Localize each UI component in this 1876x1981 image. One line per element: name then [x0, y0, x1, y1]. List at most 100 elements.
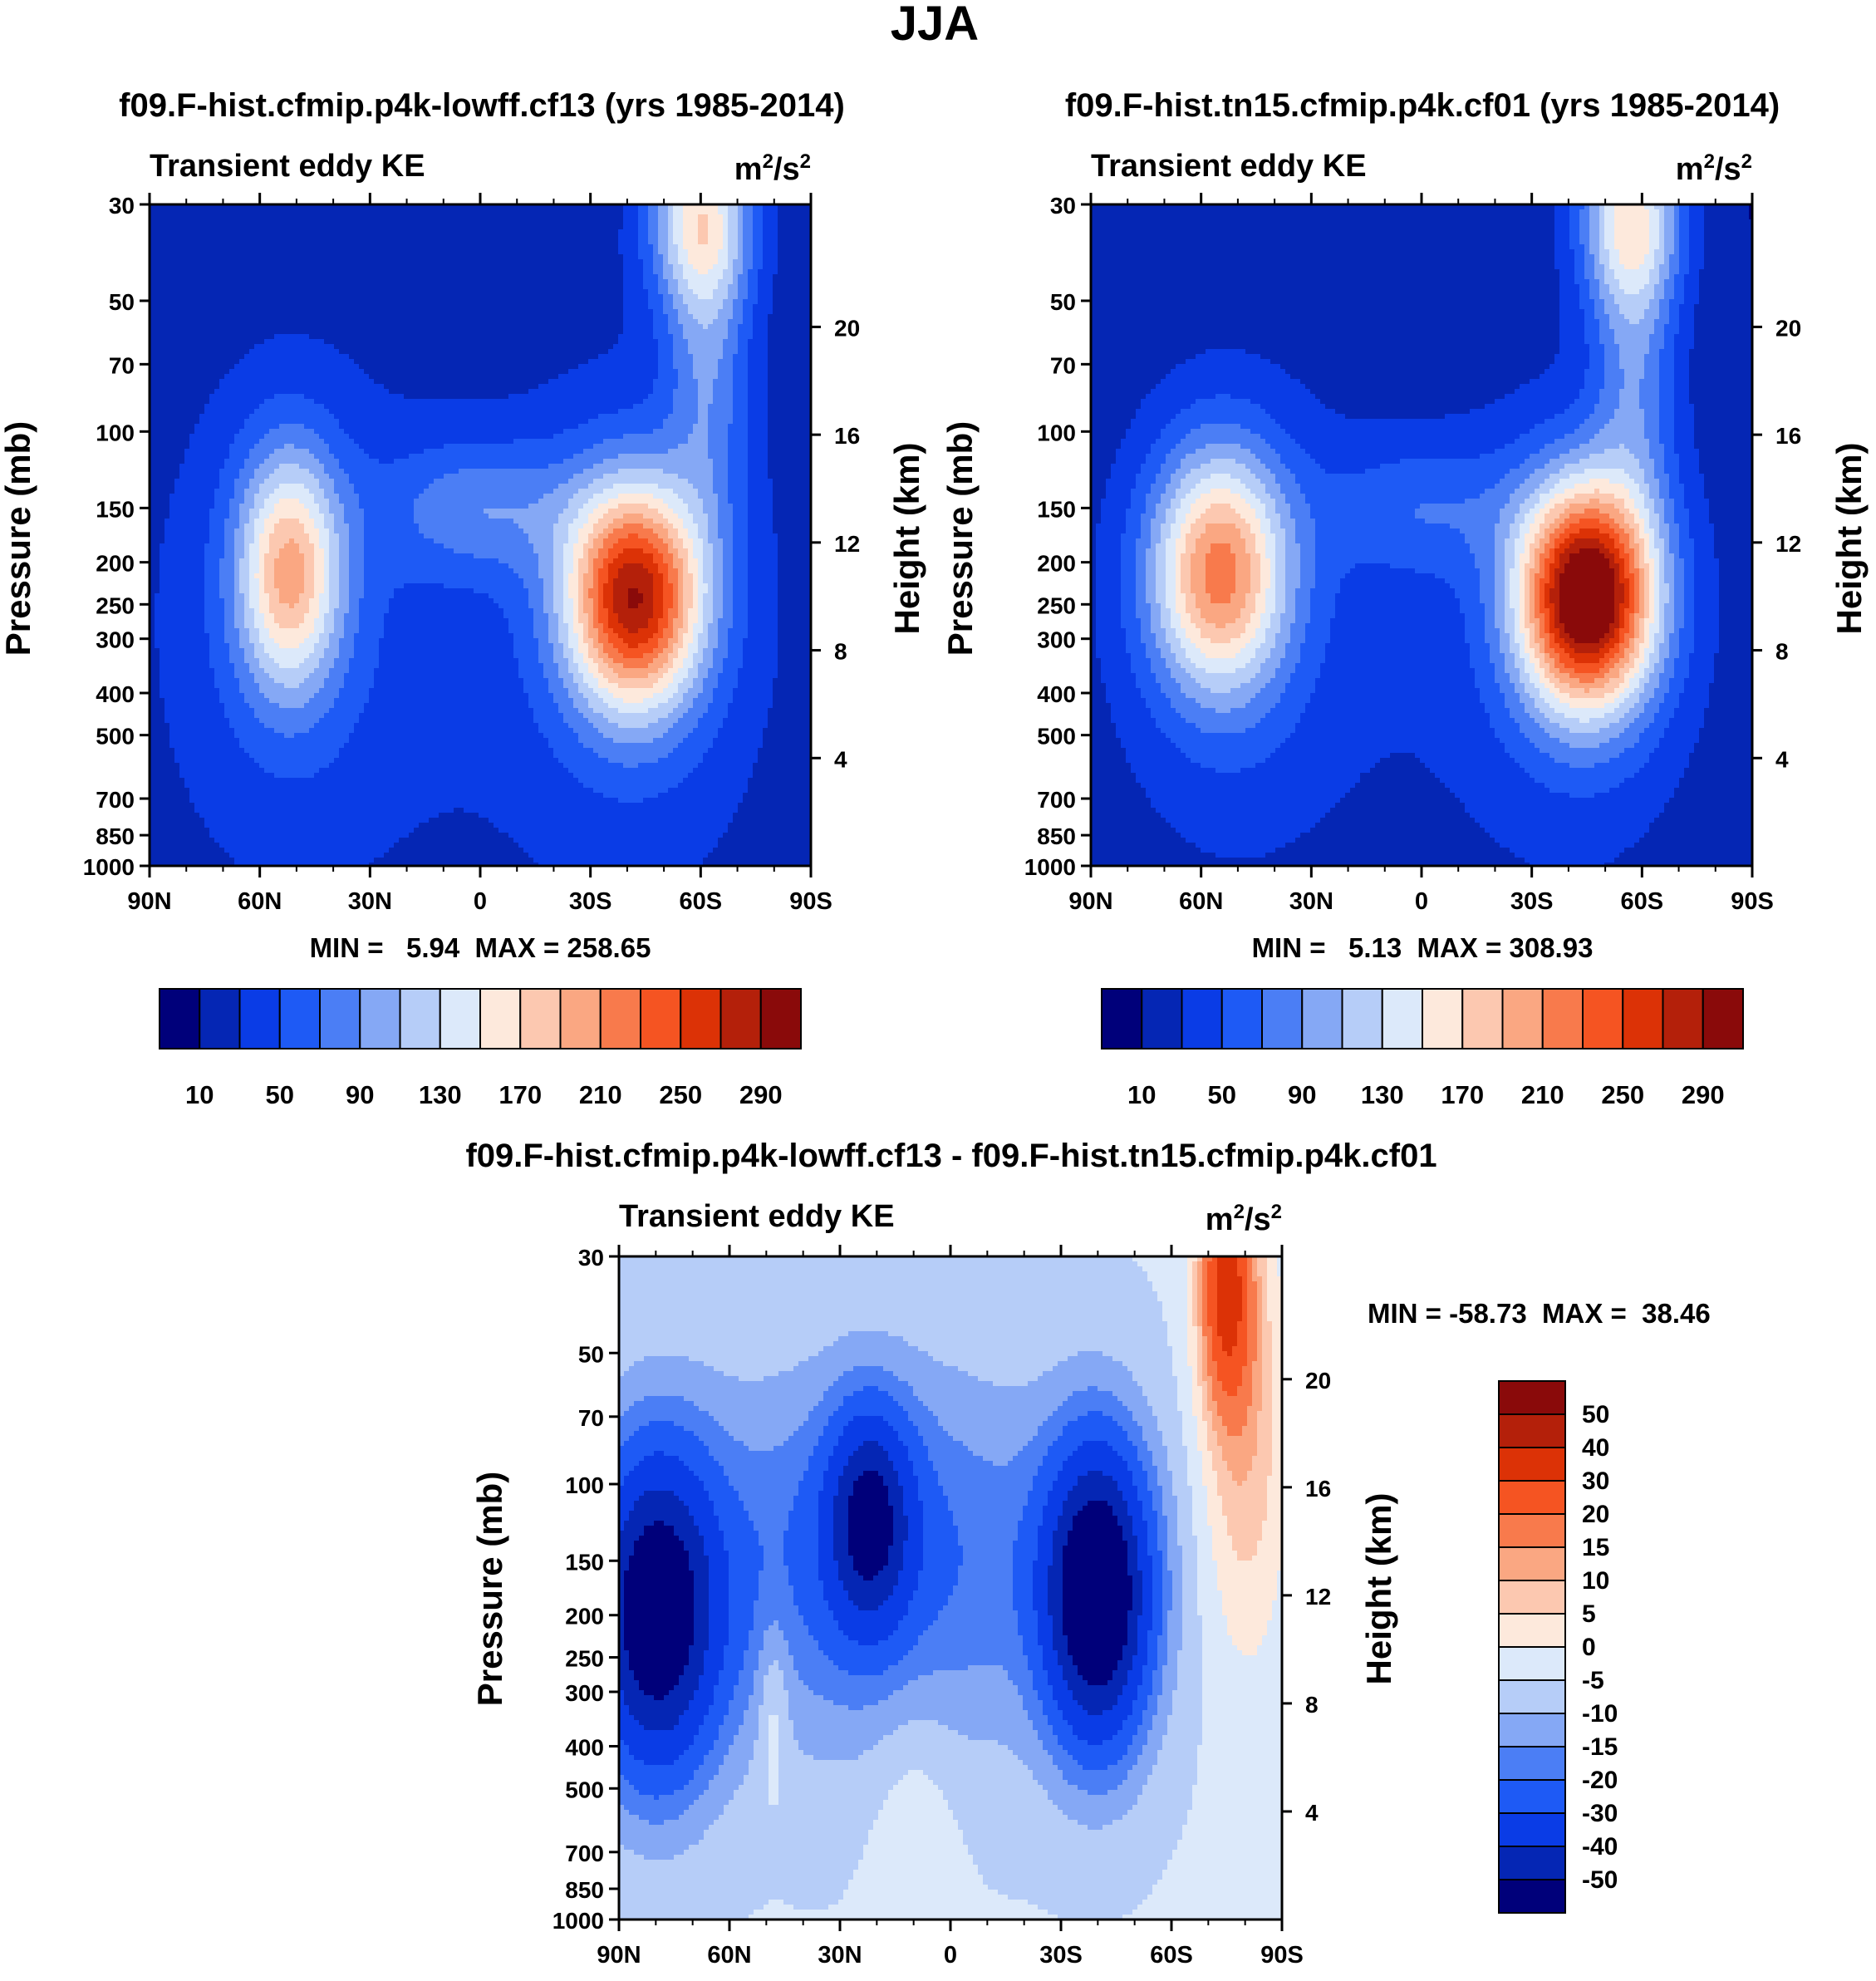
x-tick-label: 30N	[1289, 888, 1333, 915]
colorbar-swatch	[680, 988, 722, 1049]
panel-1-units: m2/s2	[734, 150, 811, 187]
colorbar-label: 90	[1288, 1080, 1316, 1109]
y-tick-label: 30	[578, 1245, 604, 1271]
colorbar-label: 0	[1582, 1634, 1596, 1661]
colorbar-label: -30	[1582, 1800, 1618, 1827]
y-tick-label: 150	[1037, 496, 1076, 522]
x-tick-label: 30S	[569, 888, 612, 915]
colorbar-swatch	[1498, 1812, 1566, 1847]
colorbar-label: 10	[1127, 1080, 1156, 1109]
y-tick-label: 300	[96, 627, 135, 653]
y2-tick-label: 12	[1775, 531, 1801, 557]
y2-tick-label: 4	[1775, 746, 1789, 772]
colorbar-swatch	[1702, 988, 1744, 1049]
x-tick-label: 90S	[1731, 888, 1774, 915]
colorbar-swatch	[1498, 1779, 1566, 1814]
colorbar-label: -10	[1582, 1700, 1618, 1728]
colorbar-label: 210	[1521, 1080, 1564, 1109]
panel-3-ylabel: Pressure (mb)	[470, 1472, 509, 1706]
y-tick-label: 70	[1050, 352, 1076, 378]
colorbar-label: 5	[1582, 1600, 1596, 1628]
panel-3-contour-plot: 3050701001502002503004005007008501000481…	[552, 1245, 1331, 1969]
y-tick-label: 100	[96, 420, 135, 445]
colorbar-swatch	[1662, 988, 1704, 1049]
panel-1-minmax: MIN = 5.94 MAX = 258.65	[310, 932, 651, 963]
colorbar-swatch	[1341, 988, 1383, 1049]
y2-tick-label: 16	[1305, 1476, 1331, 1502]
colorbar-swatch	[1498, 1580, 1566, 1615]
colorbar-label: 130	[419, 1080, 462, 1109]
colorbar-swatch	[1622, 988, 1664, 1049]
x-tick-label: 30S	[1510, 888, 1554, 915]
colorbar-swatch	[359, 988, 401, 1049]
colorbar-label: 40	[1582, 1434, 1609, 1462]
colorbar-label: -5	[1582, 1667, 1604, 1694]
colorbar-swatch	[1498, 1413, 1566, 1448]
colorbar-label: 210	[579, 1080, 622, 1109]
colorbar-swatch	[1498, 1546, 1566, 1581]
y-tick-label: 1000	[83, 854, 135, 880]
colorbar-swatch	[1501, 988, 1544, 1049]
panel-3-variable: Transient eddy KE	[619, 1199, 895, 1234]
y-tick-label: 50	[578, 1341, 604, 1367]
colorbar-label: 10	[1582, 1567, 1609, 1595]
colorbar-swatch	[1498, 1746, 1566, 1781]
colorbar-label: 250	[1601, 1080, 1644, 1109]
y-tick-label: 850	[565, 1877, 604, 1903]
x-tick-label: 90N	[1068, 888, 1112, 915]
y-tick-label: 70	[109, 352, 135, 378]
figure-title: JJA	[891, 0, 979, 51]
panel-3-title: f09.F-hist.cfmip.p4k-lowff.cf13 - f09.F-…	[465, 1138, 1436, 1174]
y-tick-label: 200	[1037, 551, 1076, 577]
y-tick-label: 850	[1037, 823, 1076, 849]
colorbar-swatch	[640, 988, 682, 1049]
colorbar-swatch	[1498, 1713, 1566, 1748]
y2-tick-label: 20	[1305, 1368, 1331, 1394]
colorbar-label: 50	[1582, 1401, 1609, 1428]
colorbar-swatch	[439, 988, 481, 1049]
colorbar-swatch	[1498, 1447, 1566, 1482]
x-tick-label: 90S	[1260, 1942, 1304, 1969]
colorbar-swatch	[1422, 988, 1464, 1049]
y2-tick-label: 4	[834, 746, 847, 772]
y2-tick-label: 8	[1775, 639, 1789, 665]
colorbar-swatch	[719, 988, 762, 1049]
panel-1-colorbar: 10 50 90 130 170 210 250 290	[159, 988, 802, 1109]
colorbar-swatch	[278, 988, 321, 1049]
colorbar-swatch	[1261, 988, 1304, 1049]
y-tick-label: 850	[96, 823, 135, 849]
colorbar-swatch	[1301, 988, 1343, 1049]
colorbar-swatch	[1498, 1879, 1566, 1914]
panel-1-y2label: Height (km)	[887, 443, 926, 635]
colorbar-label: 50	[1208, 1080, 1236, 1109]
y-tick-label: 400	[1037, 681, 1076, 707]
panel-3-units: m2/s2	[1206, 1201, 1282, 1237]
colorbar-label: -40	[1582, 1833, 1618, 1861]
x-tick-label: 90N	[127, 888, 171, 915]
colorbar-swatch	[399, 988, 441, 1049]
panel-1-contour-plot: 3050701001502002503004005007008501000481…	[83, 193, 860, 915]
colorbar-swatch	[599, 988, 641, 1049]
colorbar-label: 10	[185, 1080, 214, 1109]
panel-1: f09.F-hist.cfmip.p4k-lowff.cf13 (yrs 198…	[0, 87, 926, 1109]
colorbar-swatch	[1181, 988, 1223, 1049]
x-tick-label: 60N	[238, 888, 282, 915]
y-tick-label: 30	[1050, 193, 1076, 219]
colorbar-swatch	[1381, 988, 1423, 1049]
colorbar-swatch	[1101, 988, 1143, 1049]
colorbar-label: 30	[1582, 1467, 1609, 1495]
y2-tick-label: 20	[1775, 315, 1801, 341]
colorbar-label: 90	[346, 1080, 374, 1109]
x-tick-label: 30N	[818, 1942, 862, 1969]
y-tick-label: 700	[565, 1841, 604, 1866]
colorbar-label: 170	[1441, 1080, 1484, 1109]
colorbar-swatch	[1141, 988, 1183, 1049]
colorbar-label: 290	[1682, 1080, 1725, 1109]
y2-tick-label: 8	[834, 639, 847, 665]
panel-3-minmax: MIN = -58.73 MAX = 38.46	[1368, 1298, 1711, 1329]
colorbar-label: -50	[1582, 1866, 1618, 1894]
colorbar-swatch	[319, 988, 361, 1049]
colorbar-swatch	[759, 988, 802, 1049]
